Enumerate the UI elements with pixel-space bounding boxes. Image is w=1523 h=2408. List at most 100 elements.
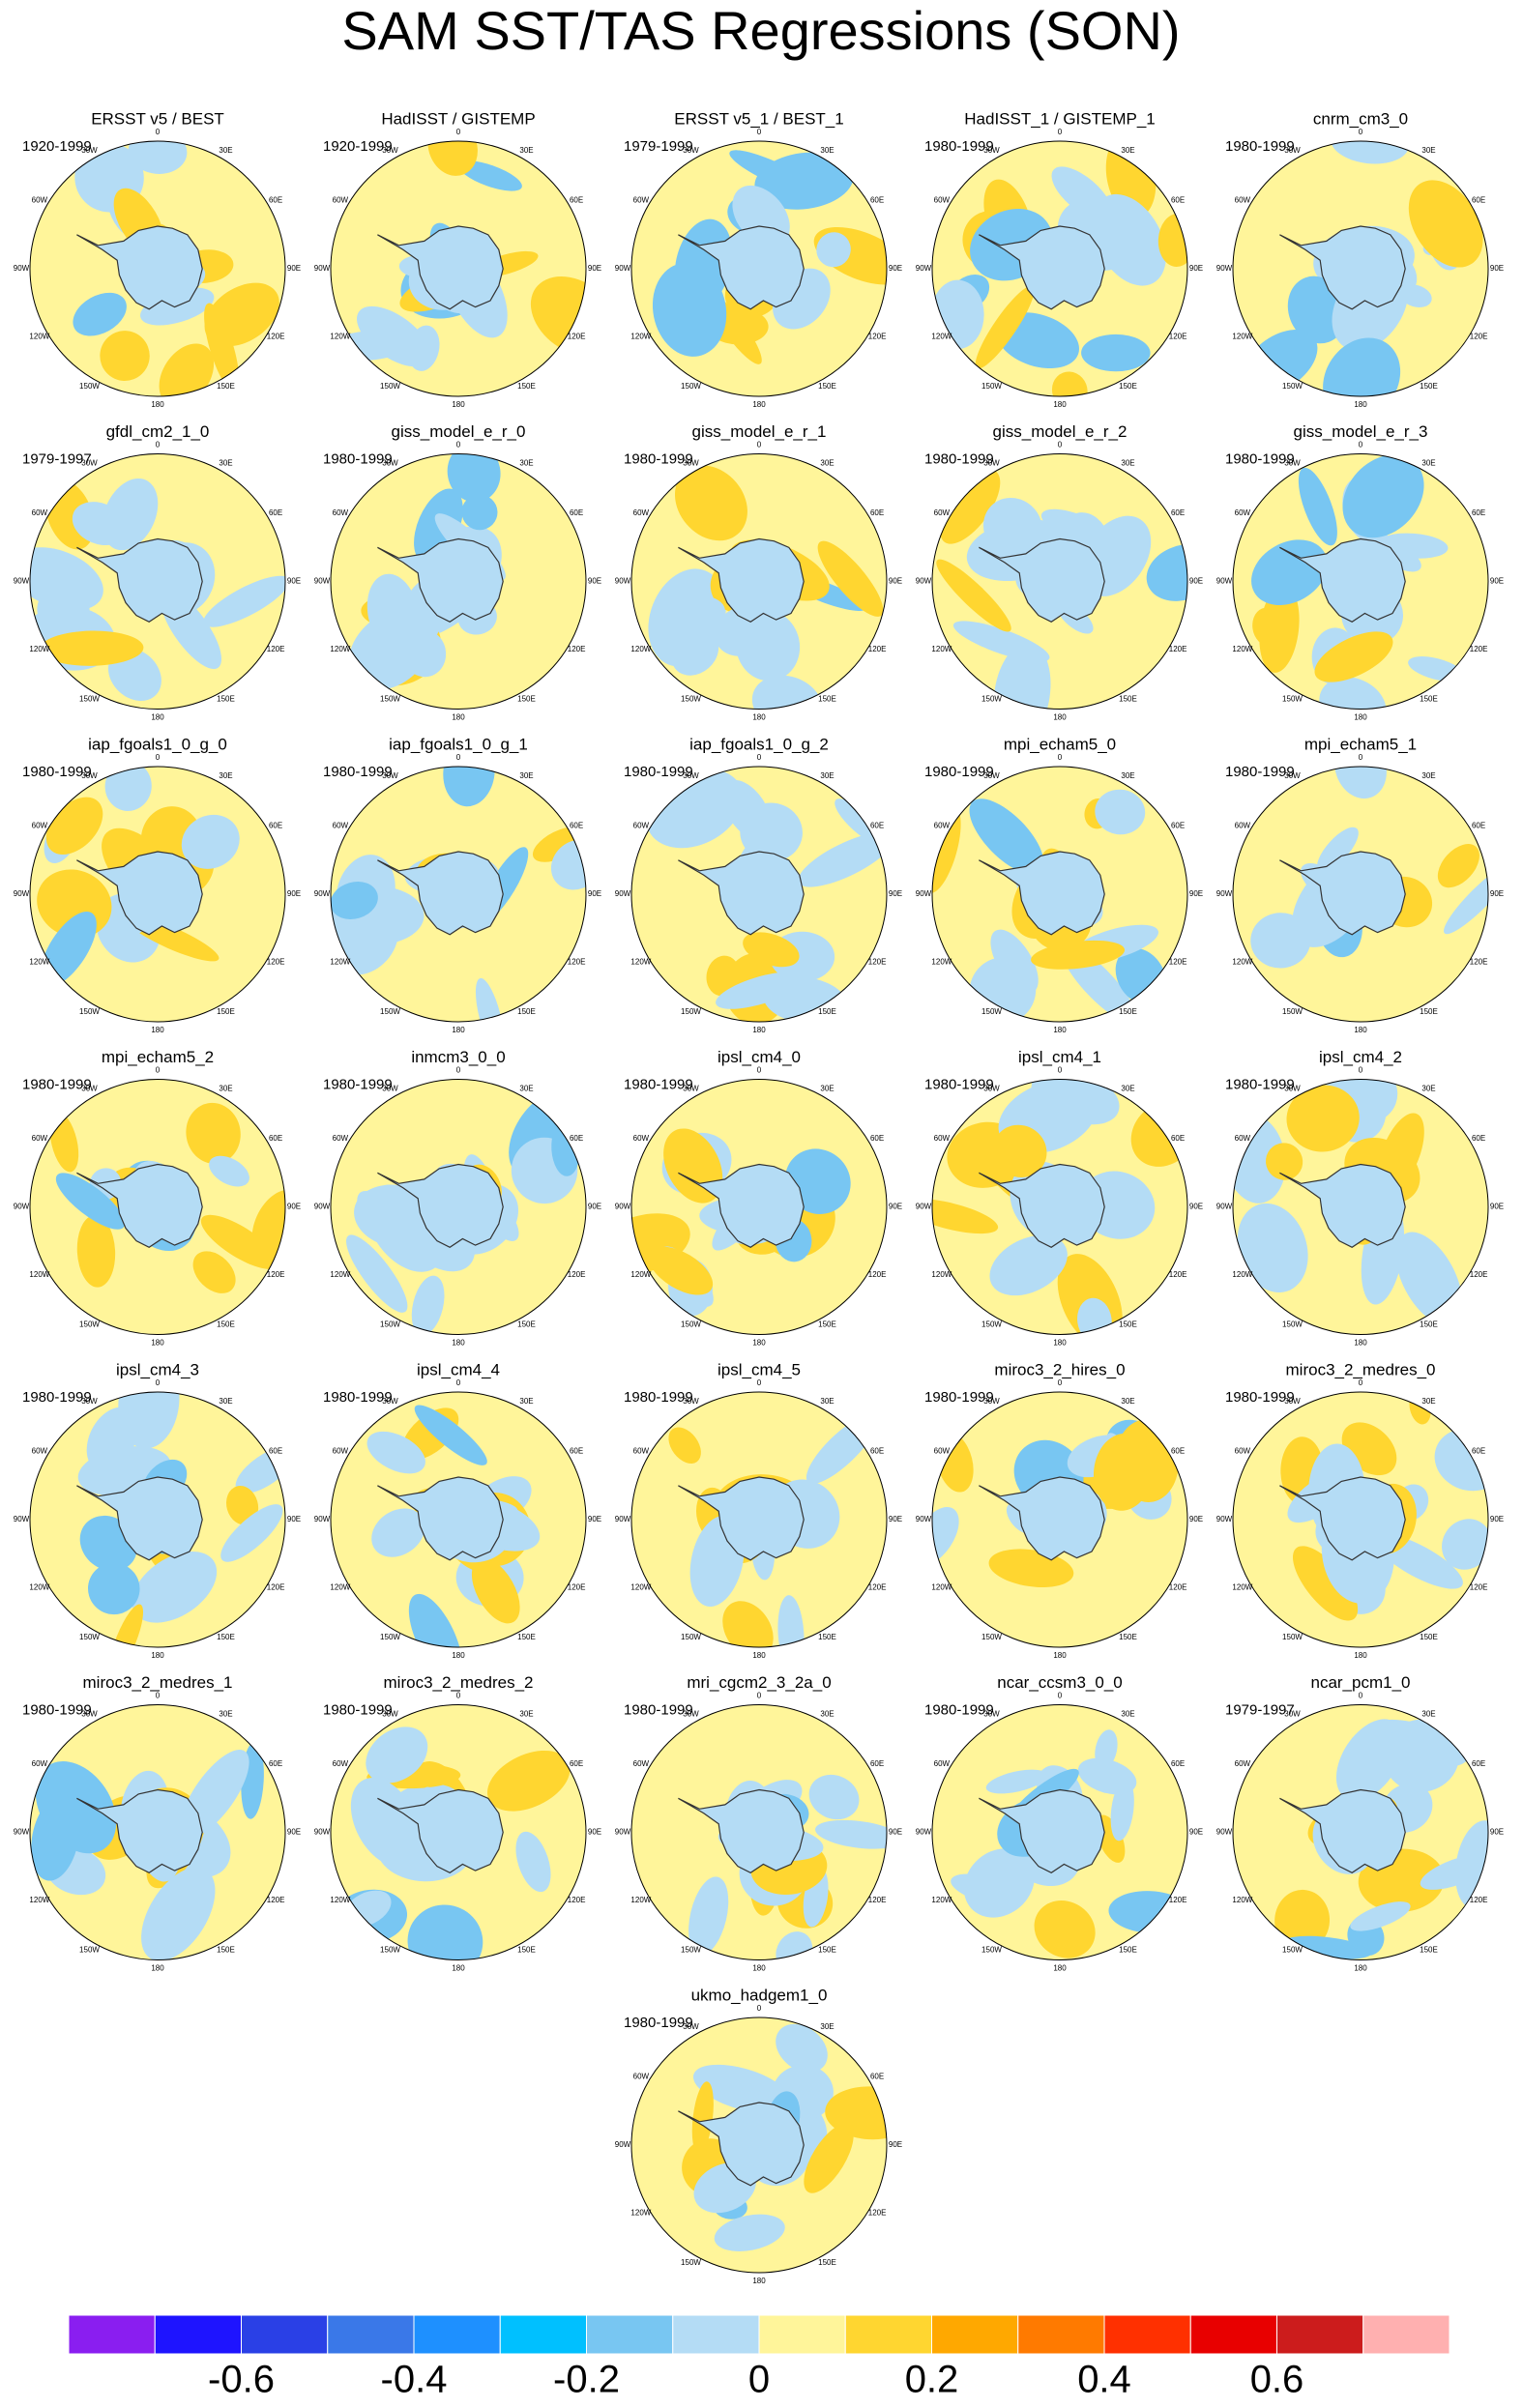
longitude-label: 60E [1472,1759,1485,1768]
longitude-label: 60W [934,196,951,205]
map-blob [408,1593,463,1647]
longitude-label: 90E [1490,1828,1504,1837]
map-blob [1342,454,1424,538]
longitude-label: 60E [570,1759,583,1768]
longitude-label: 90E [1189,577,1203,586]
map-blob [515,1831,551,1893]
longitude-label: 150W [981,1007,1002,1016]
longitude-label: 150W [1282,1946,1303,1955]
colorbar-box [672,2314,760,2355]
map-blob [798,831,887,887]
longitude-label: 150E [517,695,536,704]
longitude-label: 0 [456,1066,461,1075]
panel-period: 1979-1997 [1225,1701,1295,1718]
map-blob [371,1508,425,1557]
map-blob [816,232,851,268]
longitude-label: 120W [330,1270,350,1279]
longitude-label: 30E [519,1709,533,1718]
map-panel: ipsl_cm4_5 1980-1999 0 30E 60E 90E 120E 150E 180… [615,1360,902,1660]
map-field [1233,141,1488,396]
longitude-label: 30W [1284,1709,1301,1718]
longitude-label: 90E [1490,1203,1504,1211]
map-blob [1095,789,1146,835]
longitude-label: 60W [333,822,349,830]
map-field [932,1704,1187,1960]
colorbar-tick-label: -0.2 [553,2359,620,2401]
longitude-label: 60W [633,2073,650,2081]
longitude-label: 30E [820,1084,834,1092]
longitude-label: 90E [588,1203,601,1211]
longitude-label: 150W [1282,382,1303,391]
longitude-label: 120E [868,2209,887,2218]
longitude-label: 60E [570,1134,583,1143]
map-blob [461,494,498,531]
map-outline [630,2016,888,2274]
colorbar-box [758,2314,846,2355]
longitude-label: 90W [14,1828,30,1837]
panel-title: mri_cgcm2_3_2a_0 [687,1673,831,1692]
map-outline [931,1079,1188,1335]
longitude-label: 60W [32,1447,48,1456]
longitude-label: 150W [79,1007,100,1016]
longitude-label: 90E [889,2140,902,2149]
longitude-label: 150E [818,1633,836,1641]
longitude-label: 150E [517,1320,536,1329]
map-panel: HadISST_1 / GISTEMP_1 1980-1999 0 30E 60E 90E… [916,109,1203,409]
map-field [631,1392,887,1647]
longitude-label: 180 [752,2277,766,2285]
map-blob [457,160,522,191]
antarctica [377,851,504,936]
map-blob [692,2064,792,2114]
map-blob [993,642,1051,710]
panel-period: 1980-1999 [924,450,994,467]
longitude-label: 150E [1420,695,1438,704]
map-blob [40,630,144,666]
longitude-label: 60E [1171,1447,1185,1456]
longitude-label: 120W [330,333,350,341]
panel-title: mpi_echam5_0 [1004,735,1116,753]
longitude-label: 0 [1359,1692,1363,1700]
longitude-label: 60E [1171,196,1185,205]
panel-period: 1979-1997 [22,450,92,467]
map-panel: ukmo_hadgem1_0 1980-1999 0 30E 60E 90E 120E 150… [615,1986,902,2285]
longitude-label: 120E [1169,1583,1187,1592]
map-blob [932,1506,959,1566]
longitude-label: 90E [588,264,601,273]
longitude-label: 150E [1119,382,1137,391]
longitude-label: 30W [983,1084,1000,1092]
longitude-label: 120E [1169,333,1187,341]
longitude-label: 60W [1235,196,1251,205]
antarctica [678,2102,805,2187]
panel-period: 1980-1999 [1225,1389,1295,1406]
map-outline [1232,140,1489,397]
colorbar-box [1362,2314,1450,2355]
longitude-label: 120W [931,1896,952,1904]
longitude-label: 30W [983,146,1000,155]
map-blob [1454,1820,1488,1910]
longitude-label: 60E [870,508,884,517]
longitude-label: 60W [633,196,650,205]
longitude-label: 90W [615,264,631,273]
longitude-label: 90E [1490,577,1504,586]
longitude-label: 90E [287,264,301,273]
antarctica [76,1476,203,1561]
longitude-label: 0 [1058,441,1063,450]
panel-title: inmcm3_0_0 [411,1048,505,1066]
longitude-label: 150W [681,695,701,704]
map-blob [1040,508,1115,547]
longitude-label: 150W [981,382,1002,391]
colorbar-tick-label: -0.4 [381,2359,448,2401]
longitude-label: 30E [1121,458,1134,467]
longitude-label: 60E [269,1134,282,1143]
map-blob [992,1124,1047,1177]
longitude-label: 30E [219,1709,232,1718]
longitude-label: 120W [630,1270,651,1279]
map-blob [108,1604,144,1647]
longitude-label: 120E [568,645,586,653]
map-blob [969,798,1044,875]
longitude-label: 30E [1421,1397,1435,1406]
longitude-label: 180 [1053,1964,1067,1973]
longitude-label: 120W [1232,333,1252,341]
colorbar-box [1017,2314,1105,2355]
